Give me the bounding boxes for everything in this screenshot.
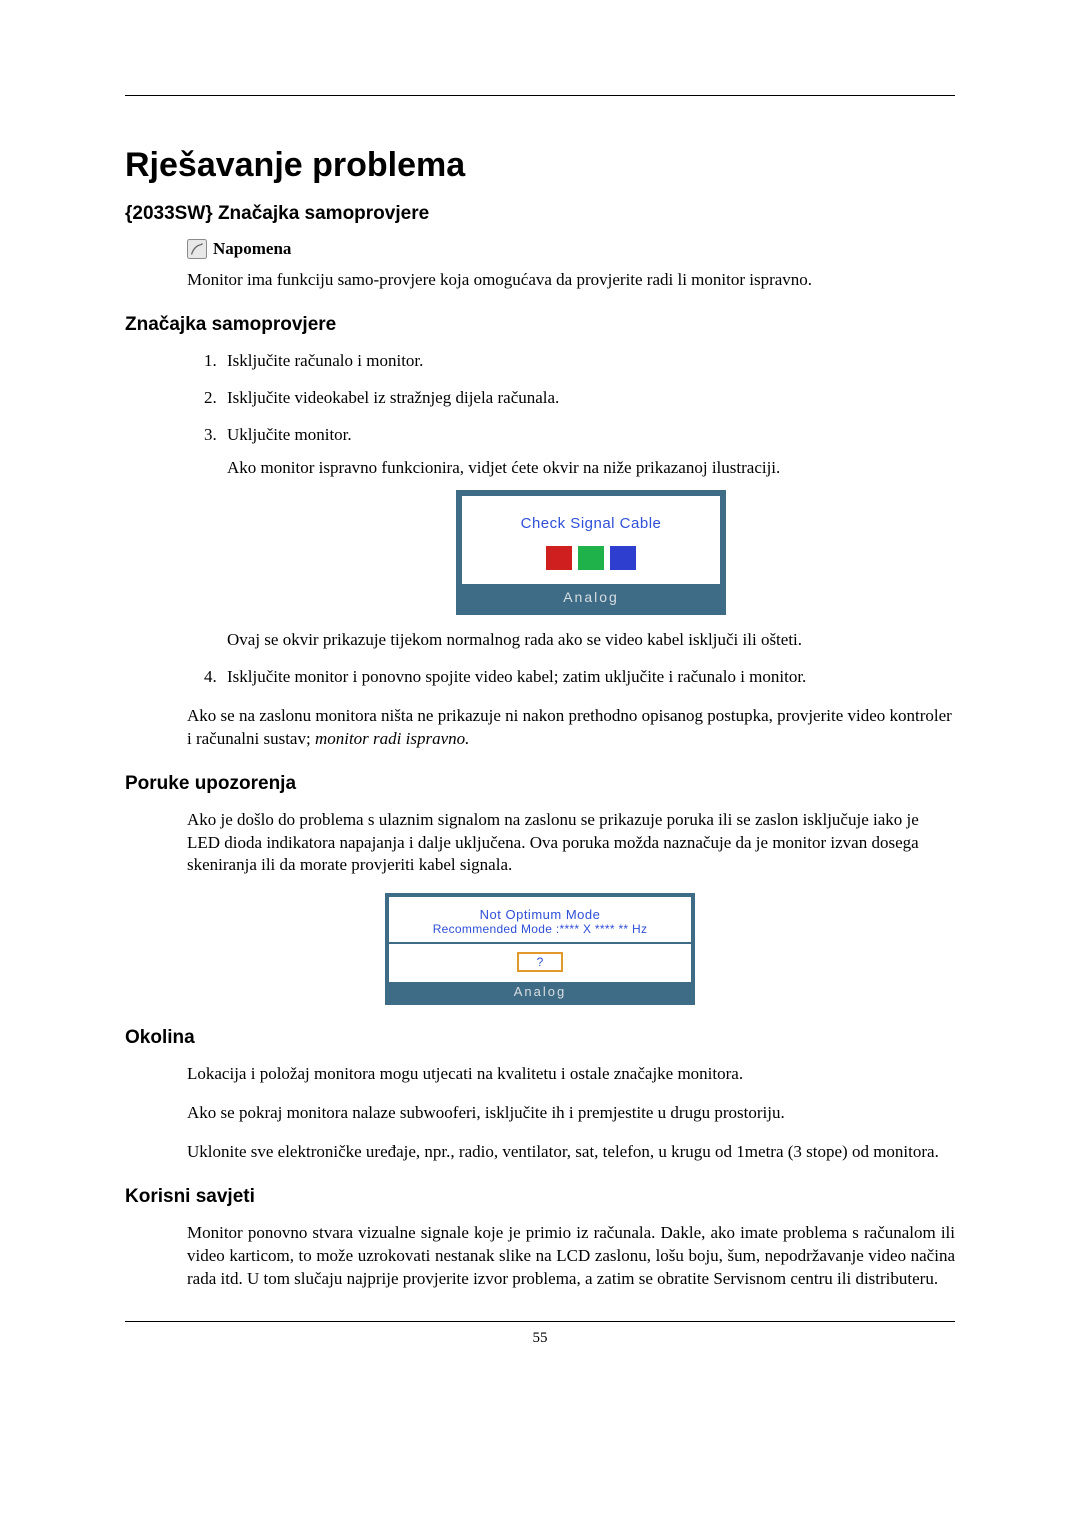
step-1: Isključite računalo i monitor. [221,350,955,373]
figure-2-footer: Analog [389,982,691,1001]
step-1-text: Isključite računalo i monitor. [227,351,423,370]
green-square [578,546,604,570]
heading-warnings: Poruke upozorenja [125,773,955,795]
page-title: Rješavanje problema [125,146,955,185]
after-fig1-text: Ovaj se okvir prikazuje tijekom normalno… [227,629,955,652]
env-p3: Uklonite sve elektroničke uređaje, npr.,… [187,1141,955,1164]
heading-selftest: Značajka samoprovjere [125,314,955,336]
rule-top [125,95,955,96]
selftest-tail-em: monitor radi ispravno. [315,729,469,748]
rule-bottom [125,1321,955,1322]
figure-1-wrap: Check Signal Cable Analog [227,490,955,615]
note-row: Napomena [187,239,955,259]
heading-model-selftest: {2033SW} Značajka samoprovjere [125,203,955,225]
heading-environment: Okolina [125,1027,955,1049]
figure-not-optimum: Not Optimum Mode Recommended Mode :**** … [385,893,695,1005]
figure-1-footer: Analog [462,584,720,609]
step-2: Isključite videokabel iz stražnjeg dijel… [221,387,955,410]
step-3-text: Uključite monitor. [227,425,352,444]
step-3: Uključite monitor. Ako monitor ispravno … [221,424,955,652]
note-icon [187,239,207,259]
tips-body: Monitor ponovno stvara vizualne signale … [187,1222,955,1291]
note-label: Napomena [213,239,291,259]
note-text: Monitor ima funkciju samo-provjere koja … [187,269,955,292]
warnings-body: Ako je došlo do problema s ulaznim signa… [187,809,955,878]
figure-1-title: Check Signal Cable [521,514,662,534]
env-p2: Ako se pokraj monitora nalaze subwooferi… [187,1102,955,1125]
selftest-tail-a: Ako se na zaslonu monitora ništa ne prik… [187,706,952,748]
selftest-steps: Isključite računalo i monitor. Isključit… [187,350,955,689]
step-2-text: Isključite videokabel iz stražnjeg dijel… [227,388,559,407]
rgb-row [546,546,636,570]
heading-tips: Korisni savjeti [125,1186,955,1208]
red-square [546,546,572,570]
step-4: Isključite monitor i ponovno spojite vid… [221,666,955,689]
figure-check-signal: Check Signal Cable Analog [456,490,726,615]
selftest-tail: Ako se na zaslonu monitora ništa ne prik… [187,705,955,751]
figure-1-inner: Check Signal Cable [462,496,720,584]
page: Rješavanje problema {2033SW} Značajka sa… [0,0,1080,1527]
env-p1: Lokacija i položaj monitora mogu utjecat… [187,1063,955,1086]
figure-2-qmark: ? [517,952,564,972]
figure-2-mid: ? [389,942,691,982]
blue-square [610,546,636,570]
figure-2-line2: Recommended Mode :**** X **** ** Hz [389,922,691,936]
step-4-text: Isključite monitor i ponovno spojite vid… [227,667,806,686]
page-number: 55 [125,1330,955,1347]
step-3-sub: Ako monitor ispravno funkcionira, vidjet… [227,457,955,480]
figure-2-top: Not Optimum Mode Recommended Mode :**** … [389,897,691,942]
figure-2-line1: Not Optimum Mode [389,907,691,922]
figure-2-wrap: Not Optimum Mode Recommended Mode :**** … [125,893,955,1005]
